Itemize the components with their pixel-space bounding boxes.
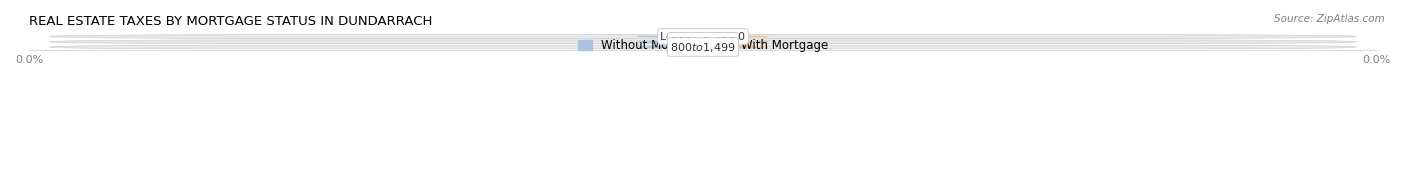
Text: 0.0%: 0.0% bbox=[669, 32, 693, 41]
Text: $800 to $1,499: $800 to $1,499 bbox=[671, 35, 735, 48]
Text: 0.0%: 0.0% bbox=[713, 37, 737, 46]
Text: 0.0%: 0.0% bbox=[669, 37, 693, 46]
Text: 0.0%: 0.0% bbox=[713, 43, 737, 52]
Text: 0.0%: 0.0% bbox=[713, 32, 737, 41]
FancyBboxPatch shape bbox=[599, 45, 851, 49]
Text: Less than $800: Less than $800 bbox=[661, 32, 745, 42]
Text: Source: ZipAtlas.com: Source: ZipAtlas.com bbox=[1274, 14, 1385, 24]
Legend: Without Mortgage, With Mortgage: Without Mortgage, With Mortgage bbox=[574, 34, 832, 57]
FancyBboxPatch shape bbox=[555, 45, 807, 49]
FancyBboxPatch shape bbox=[49, 45, 1357, 49]
Text: REAL ESTATE TAXES BY MORTGAGE STATUS IN DUNDARRACH: REAL ESTATE TAXES BY MORTGAGE STATUS IN … bbox=[30, 15, 433, 28]
FancyBboxPatch shape bbox=[49, 40, 1357, 44]
FancyBboxPatch shape bbox=[599, 40, 851, 43]
Text: 0.0%: 0.0% bbox=[669, 43, 693, 52]
FancyBboxPatch shape bbox=[555, 40, 807, 43]
FancyBboxPatch shape bbox=[49, 35, 1357, 38]
FancyBboxPatch shape bbox=[555, 35, 807, 38]
Text: $800 to $1,499: $800 to $1,499 bbox=[671, 41, 735, 54]
FancyBboxPatch shape bbox=[599, 35, 851, 38]
